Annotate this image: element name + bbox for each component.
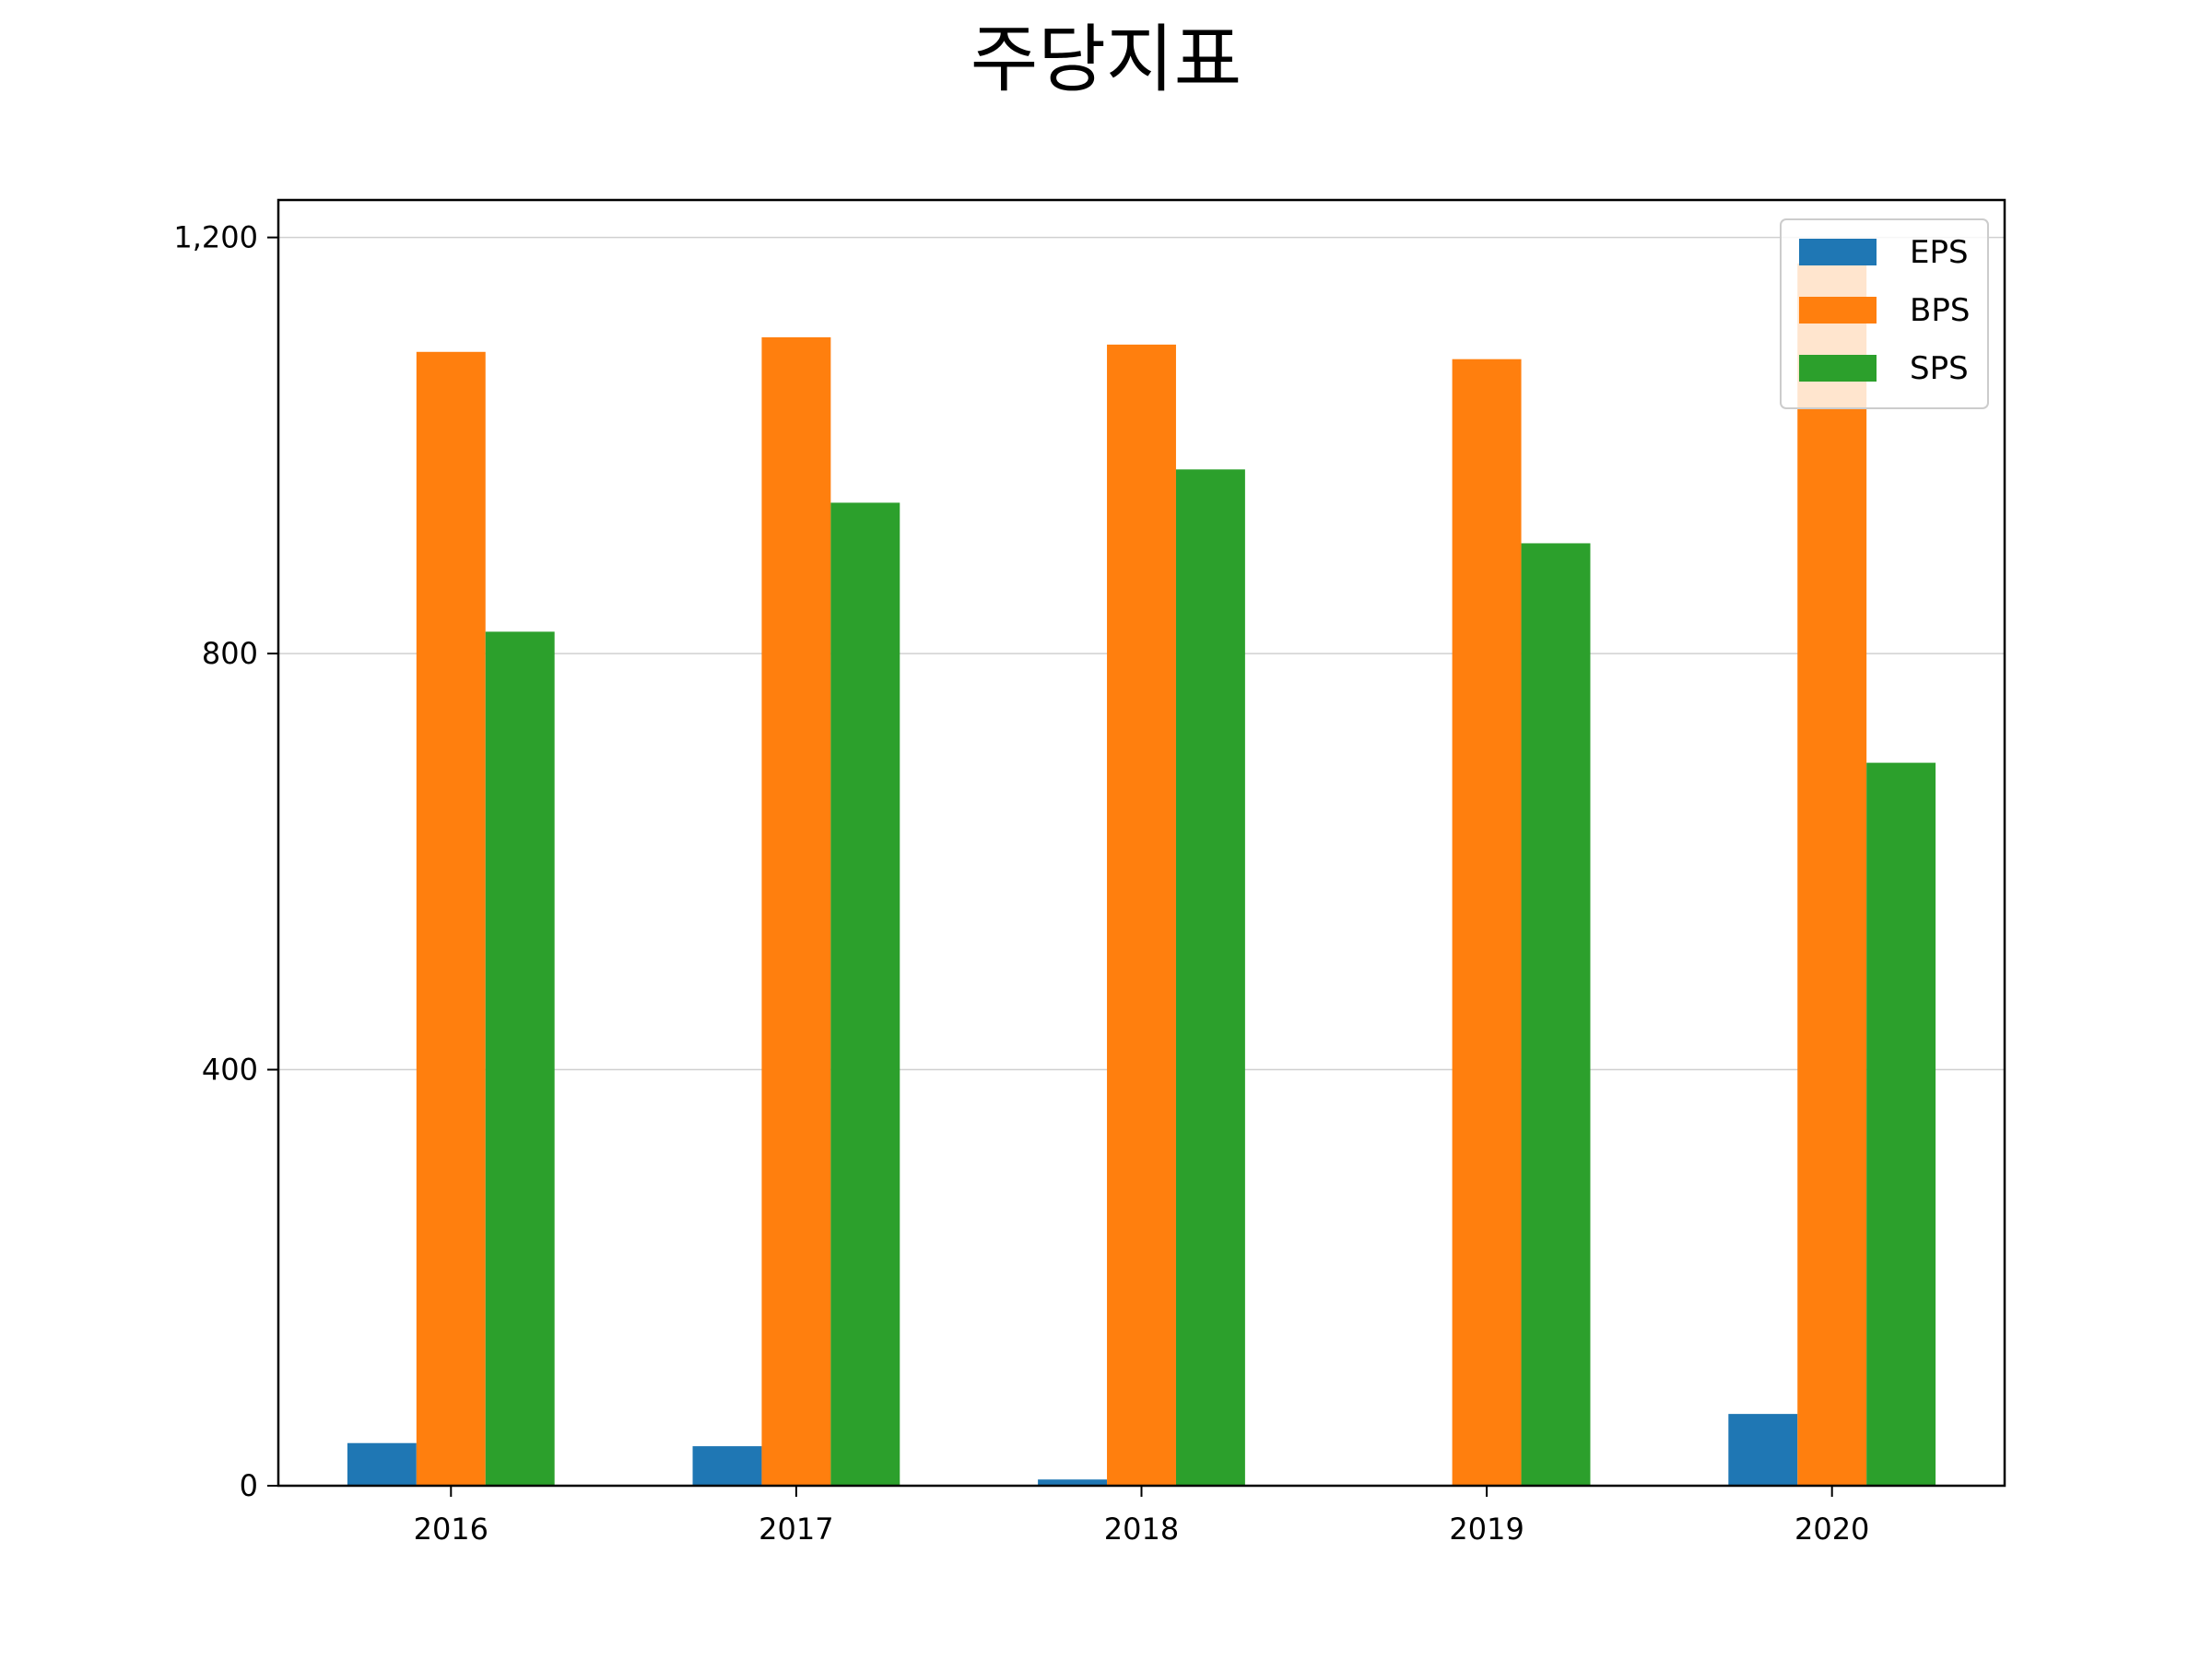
bar-bps-2018 <box>1107 344 1176 1486</box>
x-tick-label: 2019 <box>1449 1512 1524 1547</box>
axes: 0 400 800 1,200 2016 2017 2018 2019 2020 <box>173 220 1869 1547</box>
bar-bps-2016 <box>416 351 486 1487</box>
legend-label-eps: EPS <box>1910 234 1969 271</box>
y-tick-label: 0 <box>240 1468 258 1503</box>
bars <box>347 263 1936 1487</box>
x-tick-label: 2020 <box>1794 1512 1869 1547</box>
bar-sps-2020 <box>1866 762 1936 1486</box>
x-tick-label: 2017 <box>759 1512 833 1547</box>
bar-bps-2020 <box>1797 263 1867 1487</box>
bar-eps-2020 <box>1728 1414 1798 1486</box>
bar-sps-2018 <box>1175 469 1245 1486</box>
bar-eps-2016 <box>347 1442 417 1486</box>
legend-swatch-eps <box>1799 239 1877 265</box>
y-tick-label: 800 <box>202 636 258 671</box>
bar-sps-2019 <box>1521 543 1591 1486</box>
bar-eps-2017 <box>692 1446 762 1486</box>
bar-eps-2018 <box>1038 1479 1108 1486</box>
bar-sps-2016 <box>485 631 555 1486</box>
legend-label-sps: SPS <box>1910 350 1969 387</box>
legend: EPS BPS SPS <box>1780 218 1989 409</box>
bar-bps-2017 <box>761 336 831 1486</box>
legend-label-bps: BPS <box>1910 292 1970 329</box>
legend-swatch-bps <box>1799 297 1877 324</box>
bar-bps-2019 <box>1452 359 1522 1487</box>
x-tick-label: 2016 <box>414 1512 488 1547</box>
y-tick-label: 1,200 <box>173 220 258 255</box>
chart-title: 주당지표 <box>971 17 1241 102</box>
legend-swatch-sps <box>1799 355 1877 382</box>
x-tick-label: 2018 <box>1104 1512 1179 1547</box>
y-tick-label: 400 <box>202 1053 258 1088</box>
bar-sps-2017 <box>830 502 900 1486</box>
